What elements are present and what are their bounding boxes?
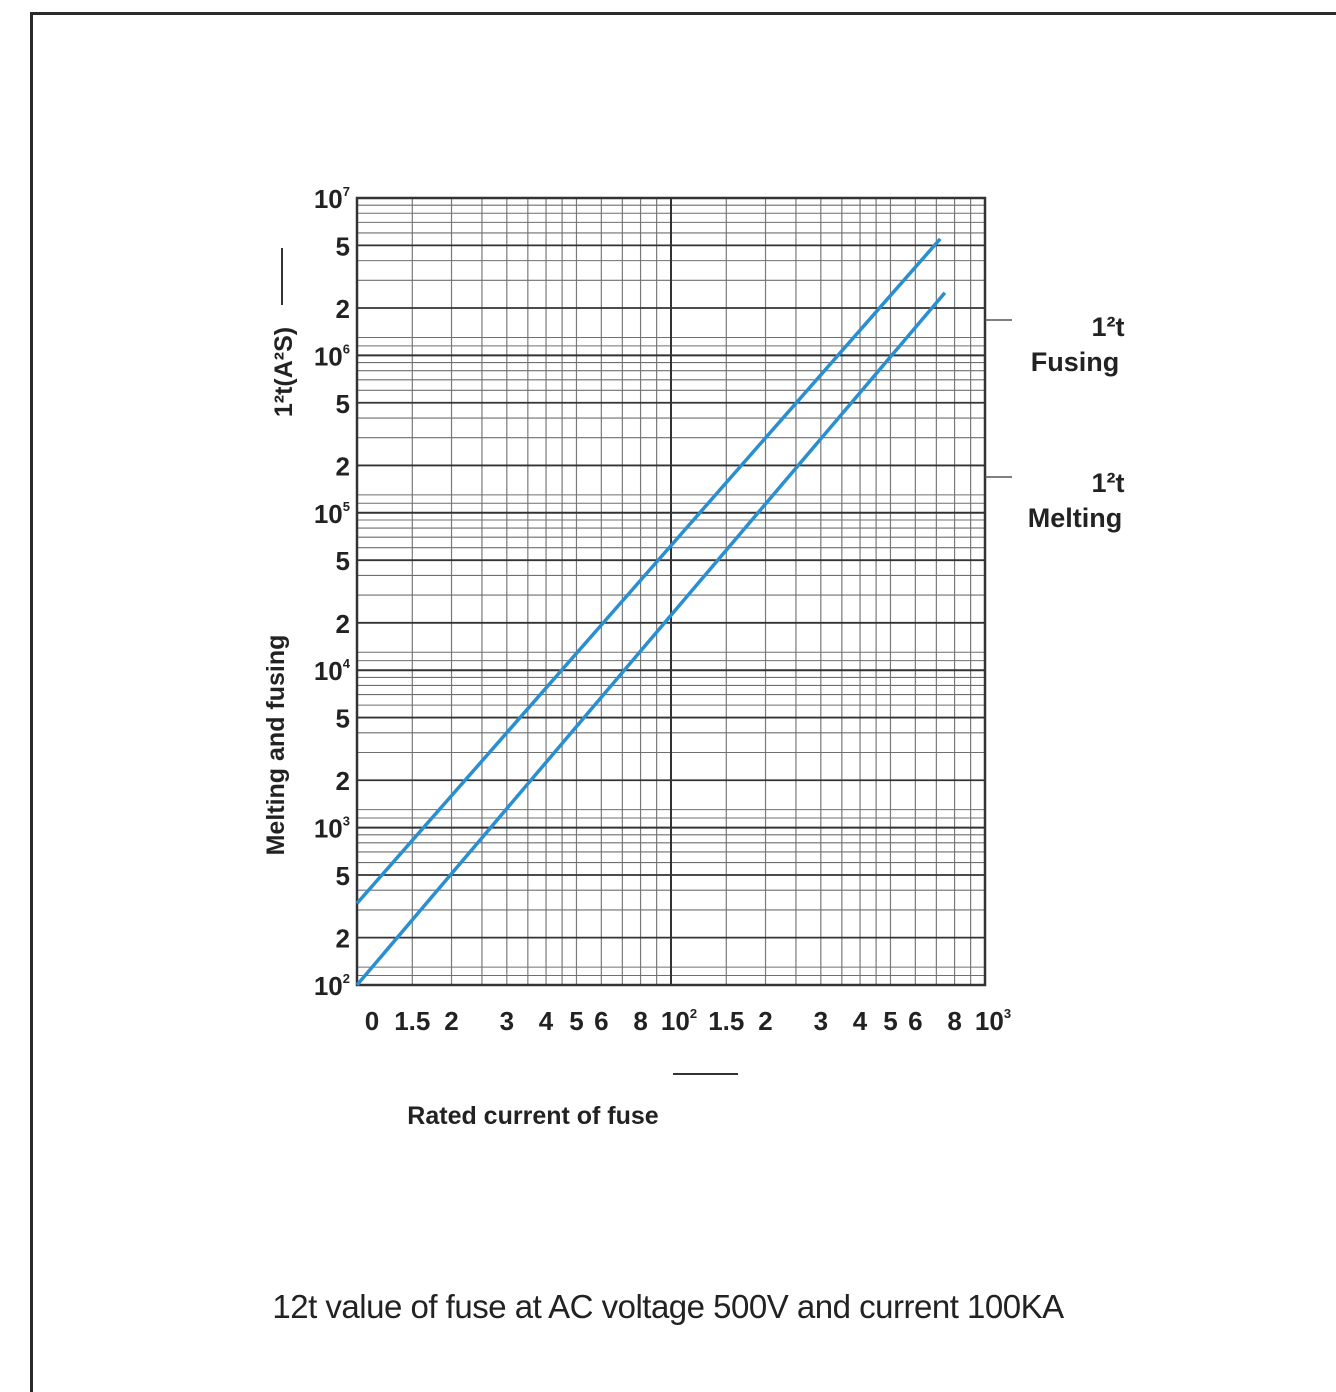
fusing-label: Fusing [1031,347,1120,377]
x-tick-label: 102 [661,1006,697,1036]
fusing-label-symbol: 1²t [1092,312,1125,342]
chart-text: 0 1.5 2 3 4 5 6 8 102 1.5 2 3 4 5 6 8 103102251032510425… [262,184,1125,1130]
y-tick-label: 5 [336,546,350,576]
melting-label: Melting [1028,503,1123,533]
x-tick-label: 1.5 [394,1006,430,1036]
melting-label-symbol: 1²t [1092,468,1125,498]
x-tick-label: 103 [975,1006,1011,1036]
x-tick-label: 4 [853,1006,868,1036]
x-tick-label: 3 [500,1006,514,1036]
y-tick-label: 5 [336,231,350,261]
x-tick-label: 3 [814,1006,828,1036]
x-tick-label: 5 [883,1006,897,1036]
y-tick-label: 5 [336,389,350,419]
plot-border [355,196,987,987]
y-axis-title: Melting and fusing [262,635,290,856]
y-tick-label: 2 [336,924,350,954]
y-tick-label: 2 [336,294,350,324]
x-tick-label: 8 [947,1006,961,1036]
x-tick-label: 2 [444,1006,458,1036]
x-tick-label: 0 [365,1006,379,1036]
y-tick-label: 2 [336,609,350,639]
series-fusing-line [355,237,942,905]
x-tick-label: 5 [569,1006,583,1036]
figure-frame [30,12,1336,1392]
x-tick-label: 6 [594,1006,608,1036]
y-axis-title-unit: 1²t(A²S) [270,327,298,417]
x-tick-label: 2 [758,1006,772,1036]
series-melting-line [355,291,947,987]
x-tick-label: 8 [633,1006,647,1036]
y-tick-label: 5 [336,704,350,734]
y-tick-label: 5 [336,861,350,891]
chart-grid [355,196,987,987]
x-axis-title: Rated current of fuse [407,1102,659,1130]
y-tick-label: 104 [314,656,351,686]
figure-caption: 12t value of fuse at AC voltage 500V and… [272,1288,1064,1325]
x-tick-label: 6 [908,1006,922,1036]
y-tick-label: 102 [314,971,350,1001]
y-tick-label: 2 [336,451,350,481]
x-tick-label: 4 [539,1006,554,1036]
y-tick-label: 105 [314,499,350,529]
y-tick-label: 2 [336,766,350,796]
y-tick-label: 103 [314,814,350,844]
chart-series [355,237,947,987]
y-tick-label: 106 [314,341,350,371]
x-tick-label: 1.5 [708,1006,744,1036]
y-tick-label: 107 [314,184,350,214]
